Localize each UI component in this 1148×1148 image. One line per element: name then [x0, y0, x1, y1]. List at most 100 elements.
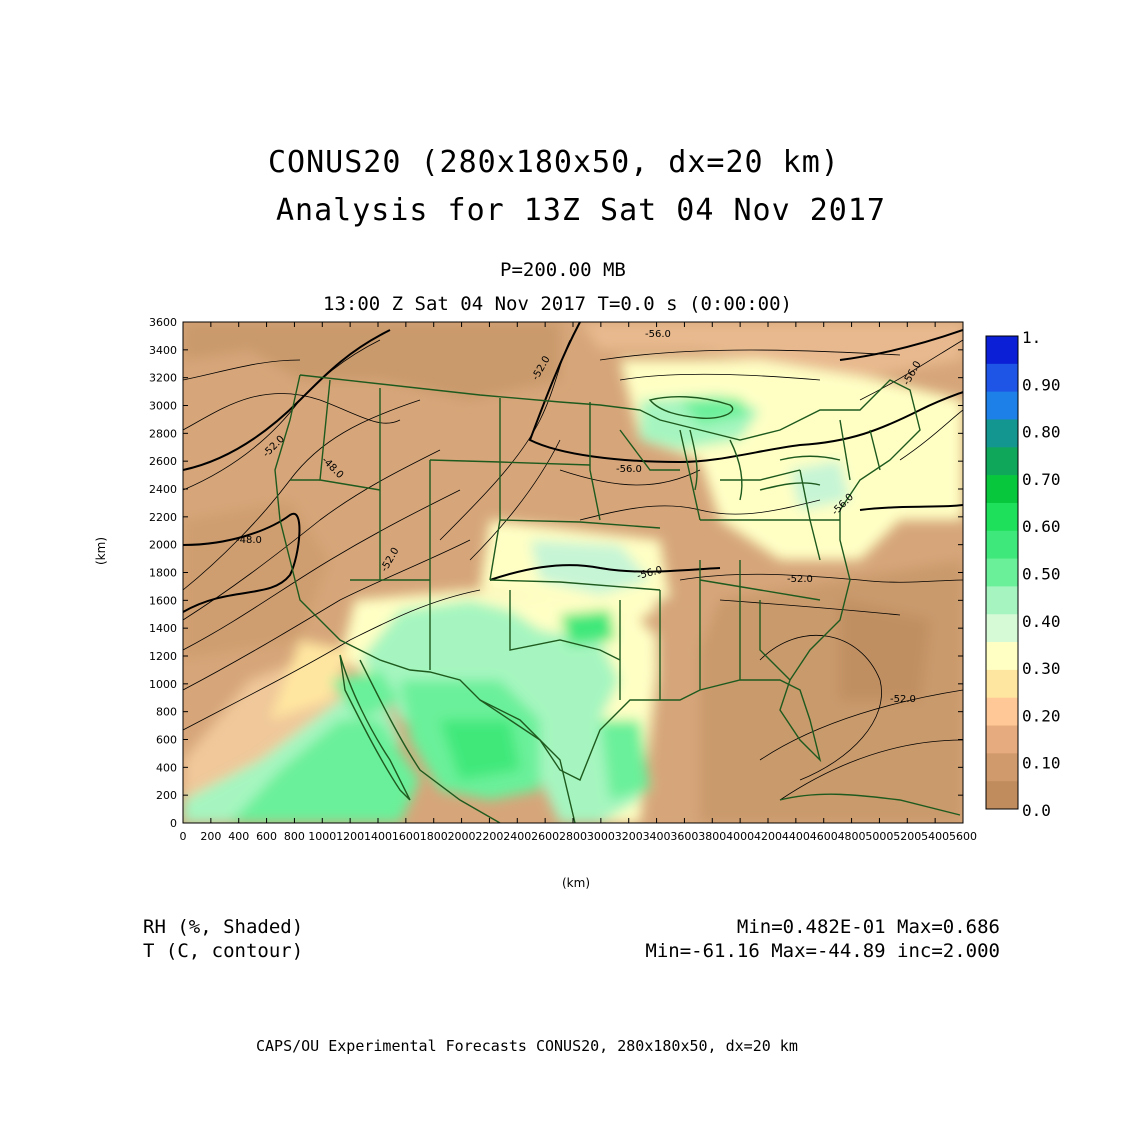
x-tick-label: 5400	[921, 830, 949, 843]
plot-title-line2: Analysis for 13Z Sat 04 Nov 2017	[276, 193, 886, 228]
x-tick-label: 800	[284, 830, 305, 843]
x-tick-label: 1800	[420, 830, 448, 843]
colorbar-swatch	[986, 502, 1018, 532]
x-tick-label: 2800	[559, 830, 587, 843]
x-tick-label: 3400	[643, 830, 671, 843]
y-tick-label: 2200	[149, 511, 177, 524]
x-tick-label: 600	[256, 830, 277, 843]
x-tick-label: 400	[228, 830, 249, 843]
colorbar-swatch	[986, 475, 1018, 504]
colorbar-frame	[985, 335, 1019, 810]
footer-credit: CAPS/OU Experimental Forecasts CONUS20, …	[256, 1037, 798, 1055]
y-tick-label: 2800	[149, 427, 177, 440]
x-tick-label: 5600	[949, 830, 977, 843]
colorbar-label: 0.20	[1022, 706, 1061, 725]
colorbar-swatch	[986, 530, 1018, 560]
x-tick-label: 1000	[308, 830, 336, 843]
y-tick-label: 3200	[149, 372, 177, 385]
x-axis-label: (km)	[562, 876, 591, 890]
colorbar-label: 0.30	[1022, 659, 1061, 678]
y-tick-label: 2400	[149, 483, 177, 496]
x-tick-label: 4200	[754, 830, 782, 843]
x-tick-label: 1400	[364, 830, 392, 843]
x-tick-label: 4400	[782, 830, 810, 843]
y-tick-label: 400	[156, 761, 177, 774]
colorbar-label: 0.40	[1022, 612, 1061, 631]
colorbar-swatch	[986, 363, 1018, 393]
y-tick-label: 3000	[149, 400, 177, 413]
x-tick-label: 5000	[865, 830, 893, 843]
y-tick-label: 600	[156, 734, 177, 747]
x-tick-label: 2400	[503, 830, 531, 843]
colorbar-swatch	[986, 336, 1018, 365]
colorbar-swatch	[986, 419, 1018, 448]
contour-label: -56.0	[645, 329, 671, 340]
y-tick-label: 200	[156, 789, 177, 802]
x-tick-label: 3600	[670, 830, 698, 843]
y-axis-ticks: 0 200 400 600 800 1000 1200 1400 1600 1800 2000 220…	[149, 316, 963, 830]
x-tick-label: 0	[180, 830, 187, 843]
contour-label: -48.0	[236, 535, 262, 546]
colorbar-swatch	[986, 614, 1018, 643]
colorbar-swatch	[986, 558, 1018, 587]
x-tick-label: 3200	[615, 830, 643, 843]
colorbar-label: 1.	[1022, 328, 1041, 347]
contour-label: -56.0	[616, 464, 642, 475]
colorbar-swatch	[986, 669, 1018, 699]
temperature-contours	[183, 339, 963, 801]
x-tick-label: 200	[200, 830, 221, 843]
colorbar-label: 0.50	[1022, 565, 1061, 584]
colorbar-swatch	[986, 642, 1018, 671]
shaded-field-name: RH (%, Shaded)	[143, 916, 304, 938]
x-tick-label: 3000	[587, 830, 615, 843]
rh-shading	[183, 322, 963, 823]
political-boundaries	[274, 374, 961, 823]
y-tick-label: 1000	[149, 678, 177, 691]
colorbar-swatch	[986, 697, 1018, 727]
contour-label: -52.0	[787, 574, 813, 585]
y-tick-label: 1800	[149, 567, 177, 580]
y-tick-label: 1200	[149, 650, 177, 663]
colorbar: 1. 0.90 0.80 0.70 0.60 0.50 0.40 0.30 0.20 0.10 0.…	[985, 328, 1061, 820]
temperature-contours-bold	[183, 322, 963, 613]
x-tick-label: 4800	[838, 830, 866, 843]
plot-title-line1: CONUS20 (280x180x50, dx=20 km)	[268, 145, 840, 180]
colorbar-label: 0.80	[1022, 423, 1061, 442]
colorbar-label: 0.0	[1022, 801, 1051, 820]
y-tick-label: 0	[170, 817, 177, 830]
contour-field-name: T (C, contour)	[143, 940, 304, 962]
x-tick-label: 4000	[726, 830, 754, 843]
y-tick-label: 1600	[149, 594, 177, 607]
y-tick-label: 2000	[149, 539, 177, 552]
colorbar-label: 0.90	[1022, 375, 1061, 394]
x-tick-label: 2200	[475, 830, 503, 843]
x-tick-label: 1600	[392, 830, 420, 843]
colorbar-label: 0.70	[1022, 470, 1061, 489]
colorbar-swatch	[986, 447, 1018, 476]
y-tick-label: 2600	[149, 455, 177, 468]
contour-field-stats: Min=-61.16 Max=-44.89 inc=2.000	[645, 940, 1000, 962]
x-tick-label: 2000	[448, 830, 476, 843]
y-tick-label: 1400	[149, 622, 177, 635]
x-axis-ticks: 0 200 400 600 800 1000 1200 1400 1600 1800 2000 220…	[180, 322, 977, 843]
colorbar-swatch	[986, 781, 1018, 810]
x-tick-label: 3800	[698, 830, 726, 843]
colorbar-swatch	[986, 753, 1018, 782]
valid-time: 13:00 Z Sat 04 Nov 2017 T=0.0 s (0:00:00…	[323, 293, 792, 315]
contour-label: -52.0	[890, 694, 916, 705]
colorbar-label: 0.10	[1022, 754, 1061, 773]
colorbar-swatch	[986, 725, 1018, 754]
x-tick-label: 2600	[531, 830, 559, 843]
y-axis-label: (km)	[94, 536, 108, 565]
pressure-level: P=200.00 MB	[500, 259, 626, 281]
y-tick-label: 3600	[149, 316, 177, 329]
colorbar-swatch	[986, 391, 1018, 420]
x-tick-label: 1200	[336, 830, 364, 843]
colorbar-swatch	[986, 586, 1018, 615]
colorbar-label: 0.60	[1022, 517, 1061, 536]
y-tick-label: 3400	[149, 344, 177, 357]
y-tick-label: 800	[156, 706, 177, 719]
x-tick-label: 4600	[810, 830, 838, 843]
shaded-field-stats: Min=0.482E-01 Max=0.686	[736, 916, 1000, 938]
